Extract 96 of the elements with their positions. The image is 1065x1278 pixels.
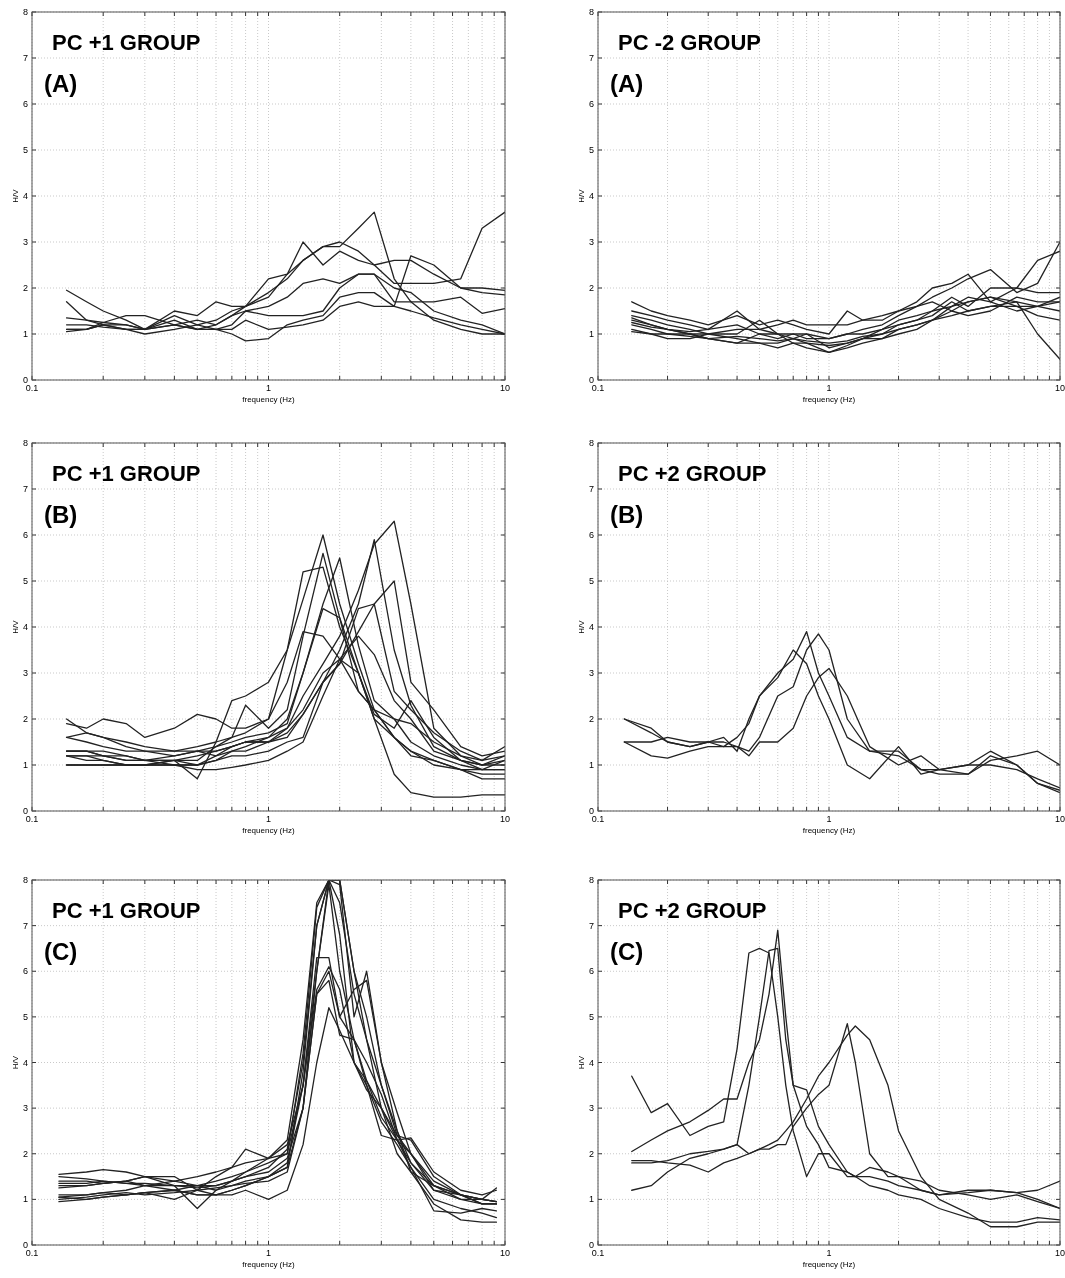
- x-axis-title: frequency (Hz): [802, 1260, 856, 1269]
- y-tick-label: 2: [22, 714, 28, 724]
- y-tick-label: 7: [588, 53, 594, 63]
- y-tick-label: 0: [588, 1240, 594, 1250]
- y-axis-title: H/V: [11, 619, 20, 634]
- x-tick-label: 1: [826, 383, 832, 393]
- y-tick-label: 0: [588, 806, 594, 816]
- x-tick-label: 1: [265, 1248, 272, 1258]
- y-tick-label: 7: [588, 484, 594, 494]
- y-tick-label: 6: [588, 966, 594, 977]
- y-tick-label: 8: [588, 438, 594, 448]
- x-axis-title: frequency (Hz): [242, 1260, 296, 1269]
- y-tick-label: 8: [588, 7, 594, 17]
- text: (A): [610, 70, 644, 97]
- y-tick-label: 2: [22, 283, 28, 293]
- y-tick-label: 4: [22, 622, 28, 632]
- x-tick-label: 0.1: [591, 1248, 605, 1258]
- x-tick-label: 0.1: [591, 383, 605, 393]
- y-tick-label: 4: [22, 191, 28, 201]
- x-tick-label: 10: [499, 1248, 511, 1258]
- x-tick-label: 10: [499, 814, 511, 824]
- text: (C): [610, 938, 644, 965]
- y-tick-label: 7: [22, 484, 28, 494]
- x-tick-label: 0.1: [25, 1248, 39, 1258]
- x-tick-label: 1: [265, 814, 272, 824]
- x-tick-label: 0.1: [25, 814, 39, 824]
- y-tick-label: 4: [22, 1057, 28, 1068]
- y-tick-label: 7: [22, 920, 28, 931]
- y-tick-label: 3: [22, 237, 28, 247]
- y-tick-label: 3: [588, 668, 594, 678]
- x-tick-label: 0.1: [591, 814, 605, 824]
- text: PC -2 GROUP: [618, 30, 762, 55]
- y-tick-label: 5: [22, 145, 28, 155]
- y-tick-label: 1: [22, 1194, 28, 1205]
- y-tick-label: 6: [22, 530, 28, 540]
- x-tick-label: 10: [1054, 814, 1065, 824]
- x-tick-label: 10: [499, 383, 511, 393]
- y-tick-label: 6: [588, 530, 594, 540]
- y-axis-title: H/V: [577, 1055, 586, 1070]
- y-tick-label: 7: [588, 920, 594, 931]
- y-tick-label: 1: [588, 329, 594, 339]
- y-tick-label: 6: [588, 99, 594, 109]
- y-tick-label: 3: [22, 668, 28, 678]
- y-tick-label: 0: [22, 1240, 28, 1250]
- text: (B): [44, 501, 78, 528]
- text: (A): [44, 70, 78, 97]
- y-tick-label: 4: [588, 1057, 594, 1068]
- y-tick-label: 3: [22, 1103, 28, 1114]
- text: (B): [610, 501, 644, 528]
- y-tick-label: 3: [588, 1103, 594, 1114]
- text: PC +1 GROUP: [52, 461, 201, 486]
- x-tick-label: 1: [826, 1248, 832, 1258]
- y-tick-label: 1: [588, 1194, 594, 1205]
- y-tick-label: 7: [22, 53, 28, 63]
- y-tick-label: 1: [22, 760, 28, 770]
- x-axis-title: frequency (Hz): [802, 395, 856, 404]
- y-tick-label: 1: [588, 760, 594, 770]
- y-tick-label: 5: [588, 576, 594, 586]
- y-tick-label: 2: [588, 283, 594, 293]
- y-axis-title: H/V: [11, 188, 20, 203]
- y-axis-title: H/V: [577, 619, 586, 634]
- y-tick-label: 2: [588, 1148, 594, 1159]
- text: PC +1 GROUP: [52, 30, 201, 55]
- x-axis-title: frequency (Hz): [242, 395, 296, 404]
- text: PC +2 GROUP: [618, 898, 767, 923]
- x-tick-label: 10: [1054, 383, 1065, 393]
- y-tick-label: 5: [22, 576, 28, 586]
- y-axis-title: H/V: [11, 1055, 20, 1070]
- x-tick-label: 0.1: [25, 383, 39, 393]
- y-tick-label: 4: [588, 622, 594, 632]
- y-tick-label: 0: [22, 375, 28, 385]
- y-tick-label: 0: [588, 375, 594, 385]
- x-axis-title: frequency (Hz): [802, 826, 856, 835]
- x-tick-label: 1: [826, 814, 832, 824]
- y-tick-label: 4: [588, 191, 594, 201]
- x-tick-label: 1: [265, 383, 272, 393]
- y-tick-label: 5: [22, 1011, 28, 1022]
- y-tick-label: 3: [588, 237, 594, 247]
- y-tick-label: 8: [22, 438, 28, 448]
- text: PC +1 GROUP: [52, 898, 201, 923]
- y-tick-label: 5: [588, 145, 594, 155]
- y-tick-label: 8: [22, 7, 28, 17]
- x-tick-label: 10: [1054, 1248, 1065, 1258]
- text: (C): [44, 938, 78, 965]
- text: PC +2 GROUP: [618, 461, 767, 486]
- y-axis-title: H/V: [577, 188, 586, 203]
- y-tick-label: 8: [22, 875, 28, 885]
- y-tick-label: 8: [588, 875, 594, 885]
- y-tick-label: 0: [22, 806, 28, 816]
- y-tick-label: 2: [22, 1148, 28, 1159]
- y-tick-label: 5: [588, 1011, 594, 1022]
- y-tick-label: 6: [22, 99, 28, 109]
- x-axis-title: frequency (Hz): [242, 826, 296, 835]
- y-tick-label: 1: [22, 329, 28, 339]
- y-tick-label: 2: [588, 714, 594, 724]
- y-tick-label: 6: [22, 966, 28, 977]
